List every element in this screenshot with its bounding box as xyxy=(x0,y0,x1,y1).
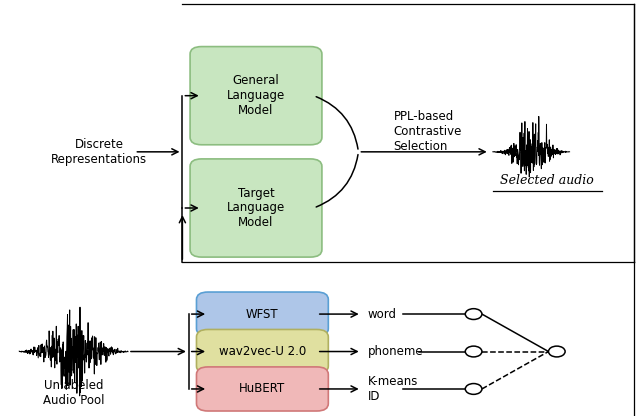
Text: Discrete
Representations: Discrete Representations xyxy=(51,138,147,166)
Text: Unlabeled
Audio Pool: Unlabeled Audio Pool xyxy=(43,379,104,407)
FancyBboxPatch shape xyxy=(190,47,322,145)
Text: WFST: WFST xyxy=(246,307,278,321)
Text: word: word xyxy=(368,307,397,321)
Text: HuBERT: HuBERT xyxy=(239,382,285,396)
Circle shape xyxy=(548,346,565,357)
Circle shape xyxy=(465,384,482,394)
Circle shape xyxy=(465,346,482,357)
FancyBboxPatch shape xyxy=(196,292,328,336)
Text: phoneme: phoneme xyxy=(368,345,424,358)
Text: K-means
ID: K-means ID xyxy=(368,375,419,403)
Text: PPL-based
Contrastive
Selection: PPL-based Contrastive Selection xyxy=(394,109,462,153)
Circle shape xyxy=(465,309,482,319)
Text: Target
Language
Model: Target Language Model xyxy=(227,186,285,230)
FancyBboxPatch shape xyxy=(196,367,328,411)
Text: Selected audio: Selected audio xyxy=(500,174,594,188)
FancyBboxPatch shape xyxy=(196,329,328,374)
FancyBboxPatch shape xyxy=(190,159,322,257)
Text: General
Language
Model: General Language Model xyxy=(227,74,285,117)
Text: wav2vec-U 2.0: wav2vec-U 2.0 xyxy=(219,345,306,358)
